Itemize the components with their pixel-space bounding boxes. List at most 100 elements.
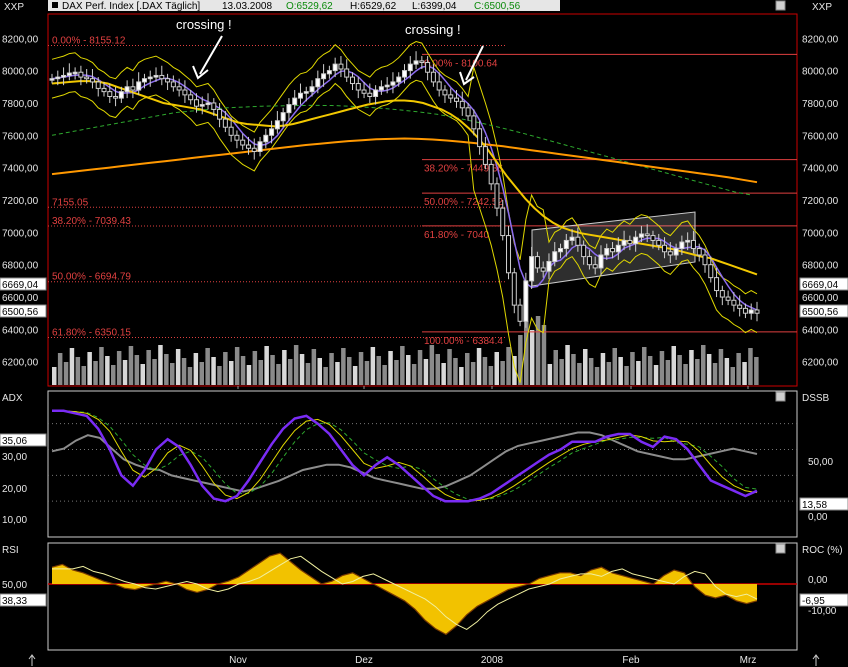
roc-title: ROC (%) [802,545,843,556]
right-axis-label: XXP [812,2,832,13]
candle-body [558,248,564,253]
candle-body [332,63,338,72]
candle-body [361,89,367,94]
rsi-line [51,552,758,636]
volume-bar [122,360,128,385]
volume-bar [116,351,122,385]
candle-body [644,233,650,237]
volume-bar [500,361,505,385]
candle-body [436,81,442,91]
candle-body [442,89,448,96]
candle-body [656,239,662,246]
volume-bar [341,348,346,385]
candle-body [748,309,754,314]
candle-body [459,100,465,109]
volume-bar [146,350,151,385]
volume-bar [429,345,435,385]
fib-right-label: 0.00% - 8100.64 [424,58,498,69]
candle-body [378,86,384,91]
candle-body [604,248,610,256]
price-right-tick-label: 7800,00 [802,99,839,110]
price-right-tick-label: 6800,00 [802,261,839,272]
candle-body [506,235,512,274]
volume-bar [618,357,623,385]
candle-body [159,74,165,80]
adx-tick-label: 10,00 [2,515,27,526]
price-frame [47,13,798,387]
volume-bar [453,358,458,385]
left-axis-label: XXP [4,2,24,13]
candle-body [297,92,303,99]
candle-body [72,71,78,75]
volume-bar [63,362,69,385]
volume-bar [417,350,423,385]
header-open: O:6529,62 [286,1,333,12]
volume-bar [630,352,635,385]
dssb-right-badge-box [799,497,848,511]
candle-body [84,76,90,80]
price-right-tick-label: 6400,00 [802,325,839,336]
price-right-tick-label: 7600,00 [802,131,839,142]
volume-bar [288,359,293,385]
panel-close-button[interactable] [775,0,786,11]
volume-bar [512,356,517,385]
price-left-tick-label: 6600,00 [2,293,39,304]
price-left-tick-label: 8200,00 [2,34,39,45]
candle-body [546,260,552,272]
roc-tick-label: 0,00 [808,575,828,586]
volume-bar [217,366,222,385]
candle-body [511,272,517,306]
price-left-tick-label: 6200,00 [2,358,39,369]
candle-body [679,241,685,250]
volume-bar [689,350,694,385]
candle-body [338,63,344,70]
price-right-tick-label: 7200,00 [802,196,839,207]
candle-body [303,91,309,94]
header-low: L:6399,04 [412,1,457,12]
volume-bar [706,354,712,385]
candle-body [228,126,234,136]
volume-bar [305,363,311,385]
candle-body [488,163,494,185]
candle-body [130,86,136,91]
volume-bar [671,346,676,385]
candle-body [136,81,142,91]
volume-bar [736,353,741,385]
header-date: 13.03.2008 [222,1,272,12]
candle-body [482,146,488,165]
x-tick-label: Nov [229,655,247,666]
dssb-tick-label: 0,00 [808,512,828,523]
volume-bar [624,366,629,385]
candle-body [49,78,55,81]
volume-bar [364,361,370,385]
volume-bar [388,351,393,385]
volume-bar [506,347,511,385]
volume-bar [181,358,187,385]
candle-body [685,239,691,243]
volume-bar [193,353,199,385]
candle-body [517,304,523,322]
candle-body [673,248,679,256]
volume-bar [128,346,134,385]
ma-orange-line [51,137,758,184]
adx-frame [47,390,798,538]
volume-bar [358,352,364,385]
volume-bar [665,360,671,385]
price-left-tick-label: 8000,00 [2,67,39,78]
candle-body [355,83,361,91]
candle-body [742,307,748,314]
candle-body [153,74,159,78]
candle-body [448,94,454,99]
candle-body [471,115,477,130]
price-left-tick-label: 7400,00 [2,164,39,175]
volume-bar [565,345,570,385]
candle-body [147,76,153,80]
volume-bar [659,351,665,385]
price-right-badge-box [799,304,848,318]
volume-bar [594,367,600,385]
volume-bar [158,345,163,385]
fib-left-label: 50.00% - 6694.79 [52,272,131,283]
price-left-tick-label: 6800,00 [2,261,39,272]
price-right-badge: 6669,04 [802,280,839,291]
volume-bar [240,356,246,385]
